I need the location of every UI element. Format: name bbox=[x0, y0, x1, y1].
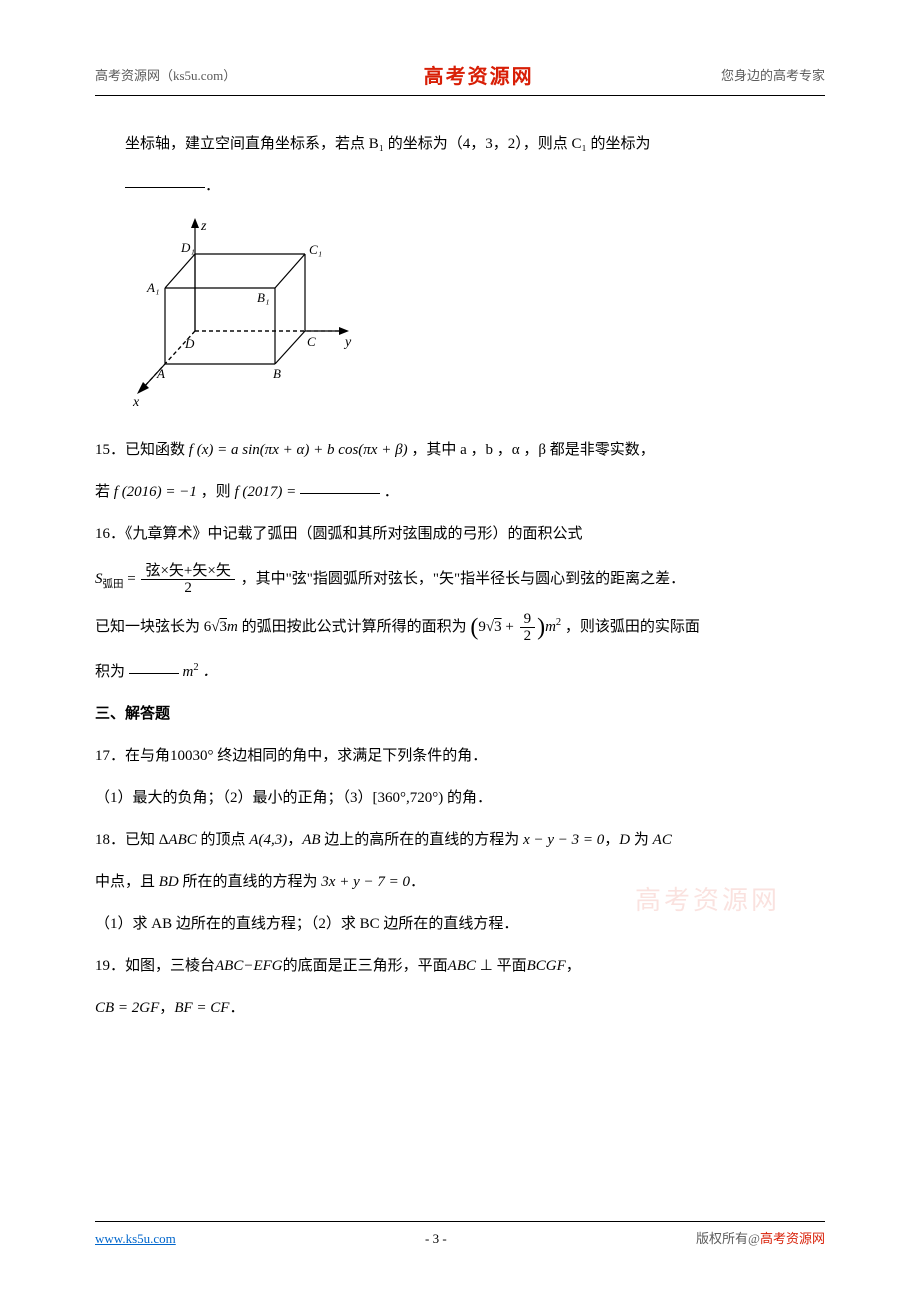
q15-prefix: 15．已知函数 bbox=[95, 442, 189, 458]
q15-then: ，则 bbox=[201, 484, 235, 500]
q16-S: S bbox=[95, 571, 103, 587]
q16-S-sub: 弧田 bbox=[103, 579, 124, 590]
q17-line1: 17．在与角10030° 终边相同的角中，求满足下列条件的角． bbox=[95, 738, 825, 774]
q17-line2: （1）最大的负角；（2）最小的正角；（3）[360°,720°) 的角． bbox=[95, 780, 825, 816]
svg-text:C₁: C₁ bbox=[309, 242, 322, 257]
q16-unit: m2 ． bbox=[183, 664, 218, 680]
svg-text:z: z bbox=[200, 219, 207, 234]
q14-text: 坐标轴，建立空间直角坐标系，若点 B₁ 的坐标为（4，3，2），则点 C₁ 的坐… bbox=[125, 136, 650, 152]
header-brand-title: 高考资源网 bbox=[424, 60, 534, 89]
footer-copyright: 版权所有@高考资源网 bbox=[696, 1228, 825, 1247]
q15-ask: f (2017) = bbox=[234, 484, 300, 500]
q16-line2b: ，其中"弦"指圆弧所对弦长，"矢"指半径长与圆心到弦的距离之差． bbox=[241, 571, 686, 587]
q15-function-expr: f (x) = a sin(πx + α) + b cos(πx + β) bbox=[189, 442, 408, 458]
section-3-heading: 三、解答题 bbox=[95, 696, 825, 732]
q16-fraction: 弦×矢+矢×矢 2 bbox=[141, 563, 234, 597]
page-container: 高考资源网（ks5u.com） 高考资源网 您身边的高考专家 高考资源网 坐标轴… bbox=[0, 0, 920, 1302]
q15-condition: f (2016) = −1 bbox=[114, 484, 197, 500]
q16-frac-num: 弦×矢+矢×矢 bbox=[141, 563, 234, 581]
q16-area-expr: 9√3 + 92 bbox=[478, 619, 537, 635]
q16-line4: 积为 m2 ． bbox=[95, 654, 825, 690]
q16-line3a: 已知一块弦长为 bbox=[95, 619, 204, 635]
q16-frac-den: 2 bbox=[141, 580, 234, 597]
footer-page-number: - 3 - bbox=[425, 1231, 447, 1247]
q18-line2: 中点，且 BD 所在的直线的方程为 3x + y − 7 = 0． bbox=[95, 864, 825, 900]
q15-line1: 15．已知函数 f (x) = a sin(πx + α) + b cos(πx… bbox=[95, 432, 825, 468]
q14-period: ． bbox=[205, 178, 220, 194]
q15-answer-blank bbox=[300, 493, 380, 494]
q16-answer-blank bbox=[129, 673, 179, 674]
q15-line2: 若 f (2016) = −1 ，则 f (2017) = ． bbox=[95, 474, 825, 510]
header-site-name: 高考资源网（ks5u.com） bbox=[95, 65, 236, 84]
q16-chord: 6√3m bbox=[204, 619, 238, 635]
q15-if: 若 bbox=[95, 484, 114, 500]
q16-m2: m2 bbox=[545, 619, 561, 635]
header-divider bbox=[95, 95, 825, 96]
q16-formula-line: S弧田 = 弦×矢+矢×矢 2 ，其中"弦"指圆弧所对弦长，"矢"指半径长与圆心… bbox=[95, 558, 825, 600]
footer-copyright-prefix: 版权所有@ bbox=[696, 1231, 760, 1246]
page-header: 高考资源网（ks5u.com） 高考资源网 您身边的高考专家 bbox=[95, 60, 825, 89]
q19-line2: CB = 2GF，BF = CF． bbox=[95, 990, 825, 1026]
q14-continuation-line: 坐标轴，建立空间直角坐标系，若点 B₁ 的坐标为（4，3，2），则点 C₁ 的坐… bbox=[95, 126, 825, 162]
q15-mid: ，其中 a ，b ，α ，β 都是非零实数， bbox=[411, 442, 654, 458]
svg-text:y: y bbox=[343, 335, 352, 350]
footer-copyright-brand: 高考资源网 bbox=[760, 1231, 825, 1246]
footer-divider bbox=[95, 1221, 825, 1222]
cuboid-diagram: z y x bbox=[125, 216, 825, 420]
q14-answer-blank bbox=[125, 187, 205, 188]
q16-line3: 已知一块弦长为 6√3m 的弧田按此公式计算所得的面积为 (9√3 + 92)m… bbox=[95, 606, 825, 648]
q16-line4a: 积为 bbox=[95, 664, 125, 680]
svg-text:A: A bbox=[156, 366, 165, 381]
q16-line1: 16．《九章算术》中记载了弧田（圆弧和其所对弦围成的弓形）的面积公式 bbox=[95, 516, 825, 552]
svg-text:D₁: D₁ bbox=[180, 240, 195, 255]
svg-text:x: x bbox=[132, 395, 140, 406]
q19-line1: 19．如图，三棱台ABC−EFG的底面是正三角形，平面ABC ⊥ 平面BCGF， bbox=[95, 948, 825, 984]
content-body: 坐标轴，建立空间直角坐标系，若点 B₁ 的坐标为（4，3，2），则点 C₁ 的坐… bbox=[95, 126, 825, 1026]
q14-blank-line: ． bbox=[95, 168, 825, 204]
q18-line1: 18．已知 ΔABC 的顶点 A(4,3)，AB 边上的高所在的直线的方程为 x… bbox=[95, 822, 825, 858]
q15-suffix: ． bbox=[384, 484, 399, 500]
page-footer: www.ks5u.com - 3 - 版权所有@高考资源网 bbox=[95, 1228, 825, 1247]
svg-text:A₁: A₁ bbox=[146, 280, 159, 295]
q16-rparen: ) bbox=[537, 615, 545, 641]
q18-line3: （1）求 AB 边所在的直线方程；（2）求 BC 边所在的直线方程． bbox=[95, 906, 825, 942]
q16-line3c: ，则该弧田的实际面 bbox=[565, 619, 700, 635]
cuboid-svg: z y x bbox=[125, 216, 355, 406]
header-tagline: 您身边的高考专家 bbox=[721, 65, 825, 84]
svg-text:B₁: B₁ bbox=[257, 290, 269, 305]
svg-text:C: C bbox=[307, 334, 316, 349]
svg-text:B: B bbox=[273, 366, 281, 381]
footer-url[interactable]: www.ks5u.com bbox=[95, 1231, 176, 1247]
svg-text:D: D bbox=[184, 336, 195, 351]
q16-line3b: 的弧田按此公式计算所得的面积为 bbox=[242, 619, 471, 635]
q16-eq: = bbox=[127, 571, 139, 587]
